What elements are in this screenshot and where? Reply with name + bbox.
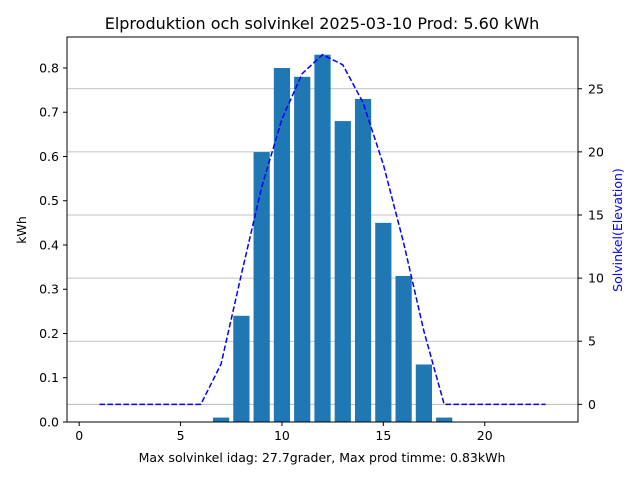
plot-frame: [66, 36, 579, 423]
bar-hour-16: [395, 275, 412, 422]
y-tick-label-0: 0.0: [39, 415, 59, 430]
x-tick-label-20: 20: [477, 428, 493, 443]
y-tick-label-0.7: 0.7: [39, 105, 59, 120]
bar-hour-8: [233, 315, 250, 422]
elevation-series: [99, 53, 546, 406]
chart-title: Elproduktion och solvinkel 2025-03-10 Pr…: [105, 14, 540, 33]
y-tick-label-0.5: 0.5: [39, 193, 59, 208]
bar-hour-9: [253, 152, 270, 422]
bar-hour-17: [415, 364, 432, 422]
y-tick-label-0.2: 0.2: [39, 326, 59, 341]
y-tick-label-0.1: 0.1: [39, 370, 59, 385]
bar-hour-13: [334, 121, 351, 423]
x-tick-label-5: 5: [177, 428, 185, 443]
x-tick-label-15: 15: [375, 428, 391, 443]
y2-tick-label-10: 10: [588, 271, 604, 286]
y2-tick-label-0: 0: [588, 397, 596, 412]
bar-hour-11: [294, 76, 311, 423]
x-tick-label-10: 10: [274, 428, 290, 443]
y-axis-right: 0 5 10 15 20 25: [578, 81, 604, 412]
y-axis-left: 0.0 0.1 0.2 0.3 0.4 0.5 0.6 0.7 0.8: [39, 60, 67, 430]
y-axis-label: kWh: [14, 216, 29, 244]
y-tick-label-0.6: 0.6: [39, 149, 59, 164]
y-tick-label-0.4: 0.4: [39, 237, 59, 252]
y2-tick-label-5: 5: [588, 334, 596, 349]
x-axis: 0 5 10 15 20: [75, 422, 493, 443]
y2-tick-label-20: 20: [588, 144, 604, 159]
y-tick-label-0.3: 0.3: [39, 282, 59, 297]
bar-hour-12: [314, 54, 331, 423]
bar-hour-15: [375, 222, 392, 422]
bar-hour-18: [436, 417, 453, 422]
y2-tick-label-15: 15: [588, 207, 604, 222]
bar-series: [213, 54, 453, 423]
y2-tick-label-25: 25: [588, 81, 604, 96]
bar-hour-14: [354, 98, 372, 422]
bar-hour-7: [213, 417, 230, 422]
y-tick-label-0.8: 0.8: [39, 60, 59, 75]
bar-hour-10: [273, 67, 291, 422]
y2-axis-label: Solvinkel(Elevation): [610, 168, 625, 292]
x-tick-label-0: 0: [75, 428, 83, 443]
x-axis-label: Max solvinkel idag: 27.7grader, Max prod…: [139, 450, 506, 465]
